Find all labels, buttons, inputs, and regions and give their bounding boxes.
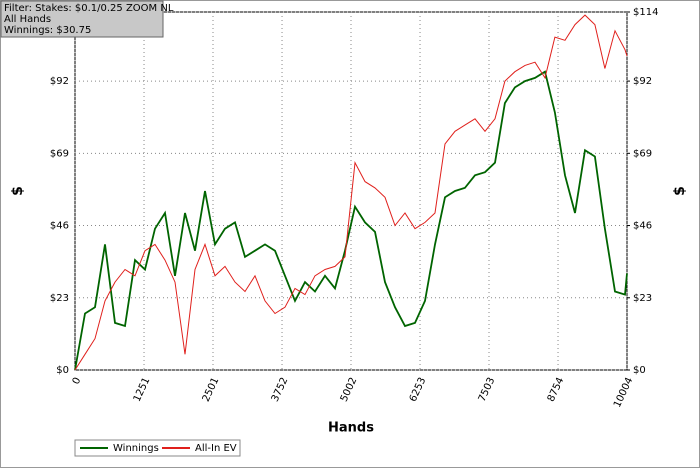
legend-label: Winnings xyxy=(113,443,159,454)
legend: Winnings All-In EV xyxy=(74,439,241,457)
y2-tick-label: $114 xyxy=(633,7,658,18)
y2-axis-label: $ xyxy=(672,186,688,196)
filter-line: Winnings: $30.75 xyxy=(4,25,91,36)
y-tick-label: $0 xyxy=(56,365,69,376)
legend-box xyxy=(74,439,241,457)
filter-line: All Hands xyxy=(4,14,51,25)
x-tick-label: 0 xyxy=(71,376,84,386)
x-axis-label: Hands xyxy=(328,421,374,436)
series-line xyxy=(74,14,628,371)
filter-line: Filter: Stakes: $0.1/0.25 ZOOM NL xyxy=(4,3,174,14)
y-axis-label: $ xyxy=(10,186,26,196)
y2-tick-label: $69 xyxy=(633,148,652,159)
filter-bg xyxy=(0,0,164,38)
y-tick-label: $92 xyxy=(50,76,69,87)
y2-tick-label: $92 xyxy=(633,76,652,87)
series-line xyxy=(74,70,628,371)
y-tick-label: $23 xyxy=(50,293,69,304)
y2-tick-label: $0 xyxy=(633,365,646,376)
plot-area xyxy=(74,11,628,371)
y-tick-label: $46 xyxy=(50,221,69,232)
y2-tick-label: $23 xyxy=(633,293,652,304)
legend-label: All-In EV xyxy=(195,443,237,454)
y-tick-label: $69 xyxy=(50,148,69,159)
y2-tick-label: $46 xyxy=(633,221,652,232)
